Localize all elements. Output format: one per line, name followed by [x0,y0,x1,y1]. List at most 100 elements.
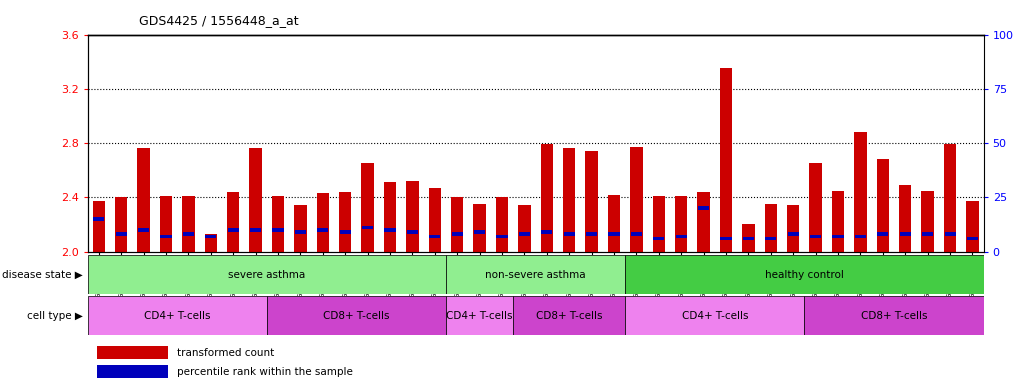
Bar [810,163,822,252]
Bar [810,235,821,238]
Bar [585,151,597,252]
Bar [854,132,866,252]
Bar [519,232,530,236]
Bar [697,192,710,252]
Bar [743,224,755,252]
Bar [630,147,643,252]
Bar [340,230,351,234]
Text: transformed count: transformed count [177,348,274,358]
Bar [496,235,508,238]
Bar [609,232,620,236]
Bar [804,296,984,335]
Bar [625,255,984,294]
Bar [362,163,374,252]
Bar [272,228,283,232]
Bar [653,237,664,240]
Bar [115,197,128,252]
Bar [407,230,418,234]
Bar [653,196,665,252]
Bar [430,235,441,238]
Bar [541,144,553,252]
Bar [428,188,441,252]
Text: CD8+ T-cells: CD8+ T-cells [536,311,603,321]
Text: cell type ▶: cell type ▶ [27,311,82,321]
Text: CD8+ T-cells: CD8+ T-cells [323,311,389,321]
Bar [384,228,396,232]
Bar [832,190,845,252]
Bar [228,228,239,232]
Bar [563,149,576,252]
Text: healthy control: healthy control [765,270,844,280]
Bar [205,235,216,238]
Bar [138,228,149,232]
Bar [474,230,485,234]
Bar [317,228,329,232]
Bar [182,196,195,252]
Bar [513,296,625,335]
Text: CD8+ T-cells: CD8+ T-cells [861,311,927,321]
Bar [832,235,844,238]
Bar [93,201,105,252]
Text: percentile rank within the sample: percentile rank within the sample [177,367,353,377]
Bar [541,230,552,234]
Text: CD4+ T-cells: CD4+ T-cells [446,311,513,321]
Bar [295,230,306,234]
Bar [316,193,329,252]
Bar [563,232,575,236]
Bar [97,365,168,378]
Bar [720,237,731,240]
Bar [630,232,642,236]
Bar [115,232,127,236]
Bar [272,196,284,252]
Bar [967,237,978,240]
Bar [227,192,239,252]
Bar [88,296,267,335]
Text: disease state ▶: disease state ▶ [2,270,82,280]
Bar [787,205,799,252]
Bar [182,232,194,236]
Bar [764,204,777,252]
Text: GDS4425 / 1556448_a_at: GDS4425 / 1556448_a_at [139,14,299,27]
Bar [943,144,956,252]
Bar [446,255,625,294]
Bar [446,296,513,335]
Bar [608,195,620,252]
Bar [625,296,804,335]
Bar [384,182,397,252]
Bar [451,197,464,252]
Bar [765,237,777,240]
Bar [474,204,486,252]
Bar [743,237,754,240]
Bar [878,232,889,236]
Bar [250,228,262,232]
Bar [518,205,530,252]
Bar [339,192,351,252]
Bar [788,232,799,236]
Bar [205,234,217,252]
Text: CD4+ T-cells: CD4+ T-cells [682,311,748,321]
Bar [495,197,508,252]
Bar [267,296,446,335]
Bar [966,201,978,252]
Bar [362,226,373,229]
Bar [899,232,911,236]
Bar [720,68,732,252]
Bar [88,255,446,294]
Bar [161,235,172,238]
Bar [295,205,307,252]
Bar [675,196,687,252]
Bar [877,159,889,252]
Bar [406,181,418,252]
Bar [855,235,866,238]
Bar [97,346,168,359]
Text: severe asthma: severe asthma [229,270,306,280]
Bar [160,196,172,252]
Bar [676,235,687,238]
Bar [922,232,933,236]
Text: CD4+ T-cells: CD4+ T-cells [144,311,210,321]
Bar [93,217,104,221]
Bar [698,207,710,210]
Bar [137,149,149,252]
Text: non-severe asthma: non-severe asthma [485,270,586,280]
Bar [922,190,934,252]
